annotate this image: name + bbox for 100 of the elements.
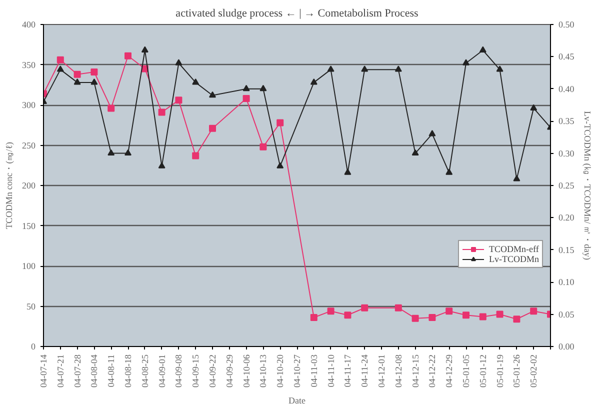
point	[90, 68, 98, 76]
x-tick-label: 04-10-06	[241, 354, 252, 388]
y2-tick-label: 0.25	[558, 180, 575, 190]
point	[361, 66, 368, 72]
point	[513, 175, 520, 182]
x-tick-label: 04-07-21	[55, 354, 66, 388]
point	[412, 149, 419, 156]
point	[462, 59, 470, 66]
x-tick-label: 04-10-13	[258, 354, 268, 388]
y-tick-label: 0	[31, 342, 36, 352]
y-tick-label: 200	[22, 180, 36, 190]
point	[479, 313, 486, 320]
y2-axis-title: Lv-TCODMn (㎏・TCODMn/ ㎥・day)	[582, 111, 592, 260]
y-tick-label: 150	[22, 220, 36, 231]
point	[175, 59, 182, 66]
point	[394, 304, 402, 312]
point	[462, 312, 470, 319]
y2-tick-label: 0.35	[558, 116, 575, 126]
point	[108, 149, 115, 156]
y2-tick-label: 0.40	[558, 84, 575, 94]
x-tick-label: 04-12-22	[427, 354, 438, 388]
point	[327, 308, 334, 315]
point	[209, 91, 216, 98]
x-tick-label: 04-07-28	[72, 354, 82, 388]
point	[74, 70, 81, 78]
point	[310, 78, 318, 85]
x-tick-label: 04-07-14	[38, 354, 48, 388]
x-tick-label: 04-08-04	[89, 354, 100, 388]
y-axis-title: TCODMn conc・(㎎/ℓ)	[4, 142, 14, 230]
legend-label: TCODMn-eff	[489, 244, 539, 254]
x-tick-label: 04-11-24	[360, 354, 370, 388]
x-tick-label: 05-01-12	[478, 354, 488, 388]
point	[192, 152, 200, 160]
point	[479, 46, 486, 52]
x-tick-label: 04-09-01	[156, 354, 167, 388]
x-tick-label: 05-02-02	[528, 354, 539, 388]
x-tick-label: 05-01-19	[494, 354, 505, 388]
point	[158, 162, 166, 168]
y2-tick-label: 0.30	[558, 148, 575, 158]
y-tick-label: 100	[22, 261, 36, 271]
x-tick-label: 04-11-10	[326, 354, 336, 388]
point	[446, 168, 453, 175]
point	[344, 168, 352, 175]
point	[394, 66, 402, 72]
point	[192, 78, 200, 85]
y-tick-label: 250	[22, 140, 36, 150]
y2-tick-label: 0.00	[558, 342, 575, 352]
x-tick-label: 04-09-29	[224, 354, 234, 388]
point	[124, 52, 132, 60]
x-tick-label: 04-12-15	[410, 354, 420, 388]
y2-tick-label: 0.20	[558, 212, 575, 223]
point	[344, 312, 352, 319]
point	[513, 316, 520, 323]
point	[242, 84, 250, 92]
point	[446, 308, 453, 315]
x-tick-label: 04-08-11	[106, 354, 116, 388]
x-tick-label: 04-10-20	[275, 354, 286, 388]
y-tick-label: 400	[22, 20, 36, 30]
chart-title: activated sludge process ← | → Cometabolism Process	[176, 8, 418, 20]
point	[428, 130, 436, 136]
point	[260, 84, 267, 92]
point	[74, 78, 81, 85]
point	[90, 78, 98, 85]
x-tick-label: 04-09-15	[190, 354, 201, 388]
point	[175, 96, 182, 104]
x-tick-label: 04-12-01	[376, 354, 386, 388]
point	[327, 66, 334, 72]
point	[276, 119, 284, 126]
point	[108, 104, 115, 112]
y2-tick-label: 0.10	[558, 277, 575, 288]
point	[158, 108, 166, 116]
x-tick-label: 05-01-26	[512, 354, 522, 388]
x-tick-label: 04-11-03	[308, 354, 319, 388]
point	[428, 314, 436, 322]
point	[530, 308, 538, 315]
y-tick-label: 300	[22, 100, 36, 110]
x-tick-label: 04-08-18	[123, 354, 133, 388]
point	[496, 310, 504, 318]
point	[310, 314, 318, 322]
point	[209, 124, 216, 132]
y2-tick-label: 0.45	[558, 52, 575, 62]
point	[530, 104, 538, 110]
legend-label: Lv-TCODMn	[489, 254, 539, 264]
y-tick-label: 350	[22, 60, 36, 70]
point	[496, 66, 504, 72]
point	[56, 66, 64, 72]
point	[361, 304, 368, 312]
y2-tick-label: 0.05	[558, 309, 575, 320]
x-tick-label: 05-01-05	[461, 354, 471, 388]
x-tick-label: 04-08-25	[140, 354, 150, 388]
point	[124, 149, 132, 156]
x-tick-label: 04-10-27	[292, 354, 302, 388]
y-tick-label: 50	[26, 301, 36, 312]
x-tick-label: 04-09-08	[174, 354, 184, 388]
y2-tick-label: 0.50	[558, 20, 575, 30]
x-tick-label: 04-12-08	[393, 354, 404, 388]
point	[141, 46, 148, 52]
point	[276, 162, 284, 168]
x-tick-label: 04-09-22	[208, 354, 218, 388]
point	[412, 314, 419, 322]
